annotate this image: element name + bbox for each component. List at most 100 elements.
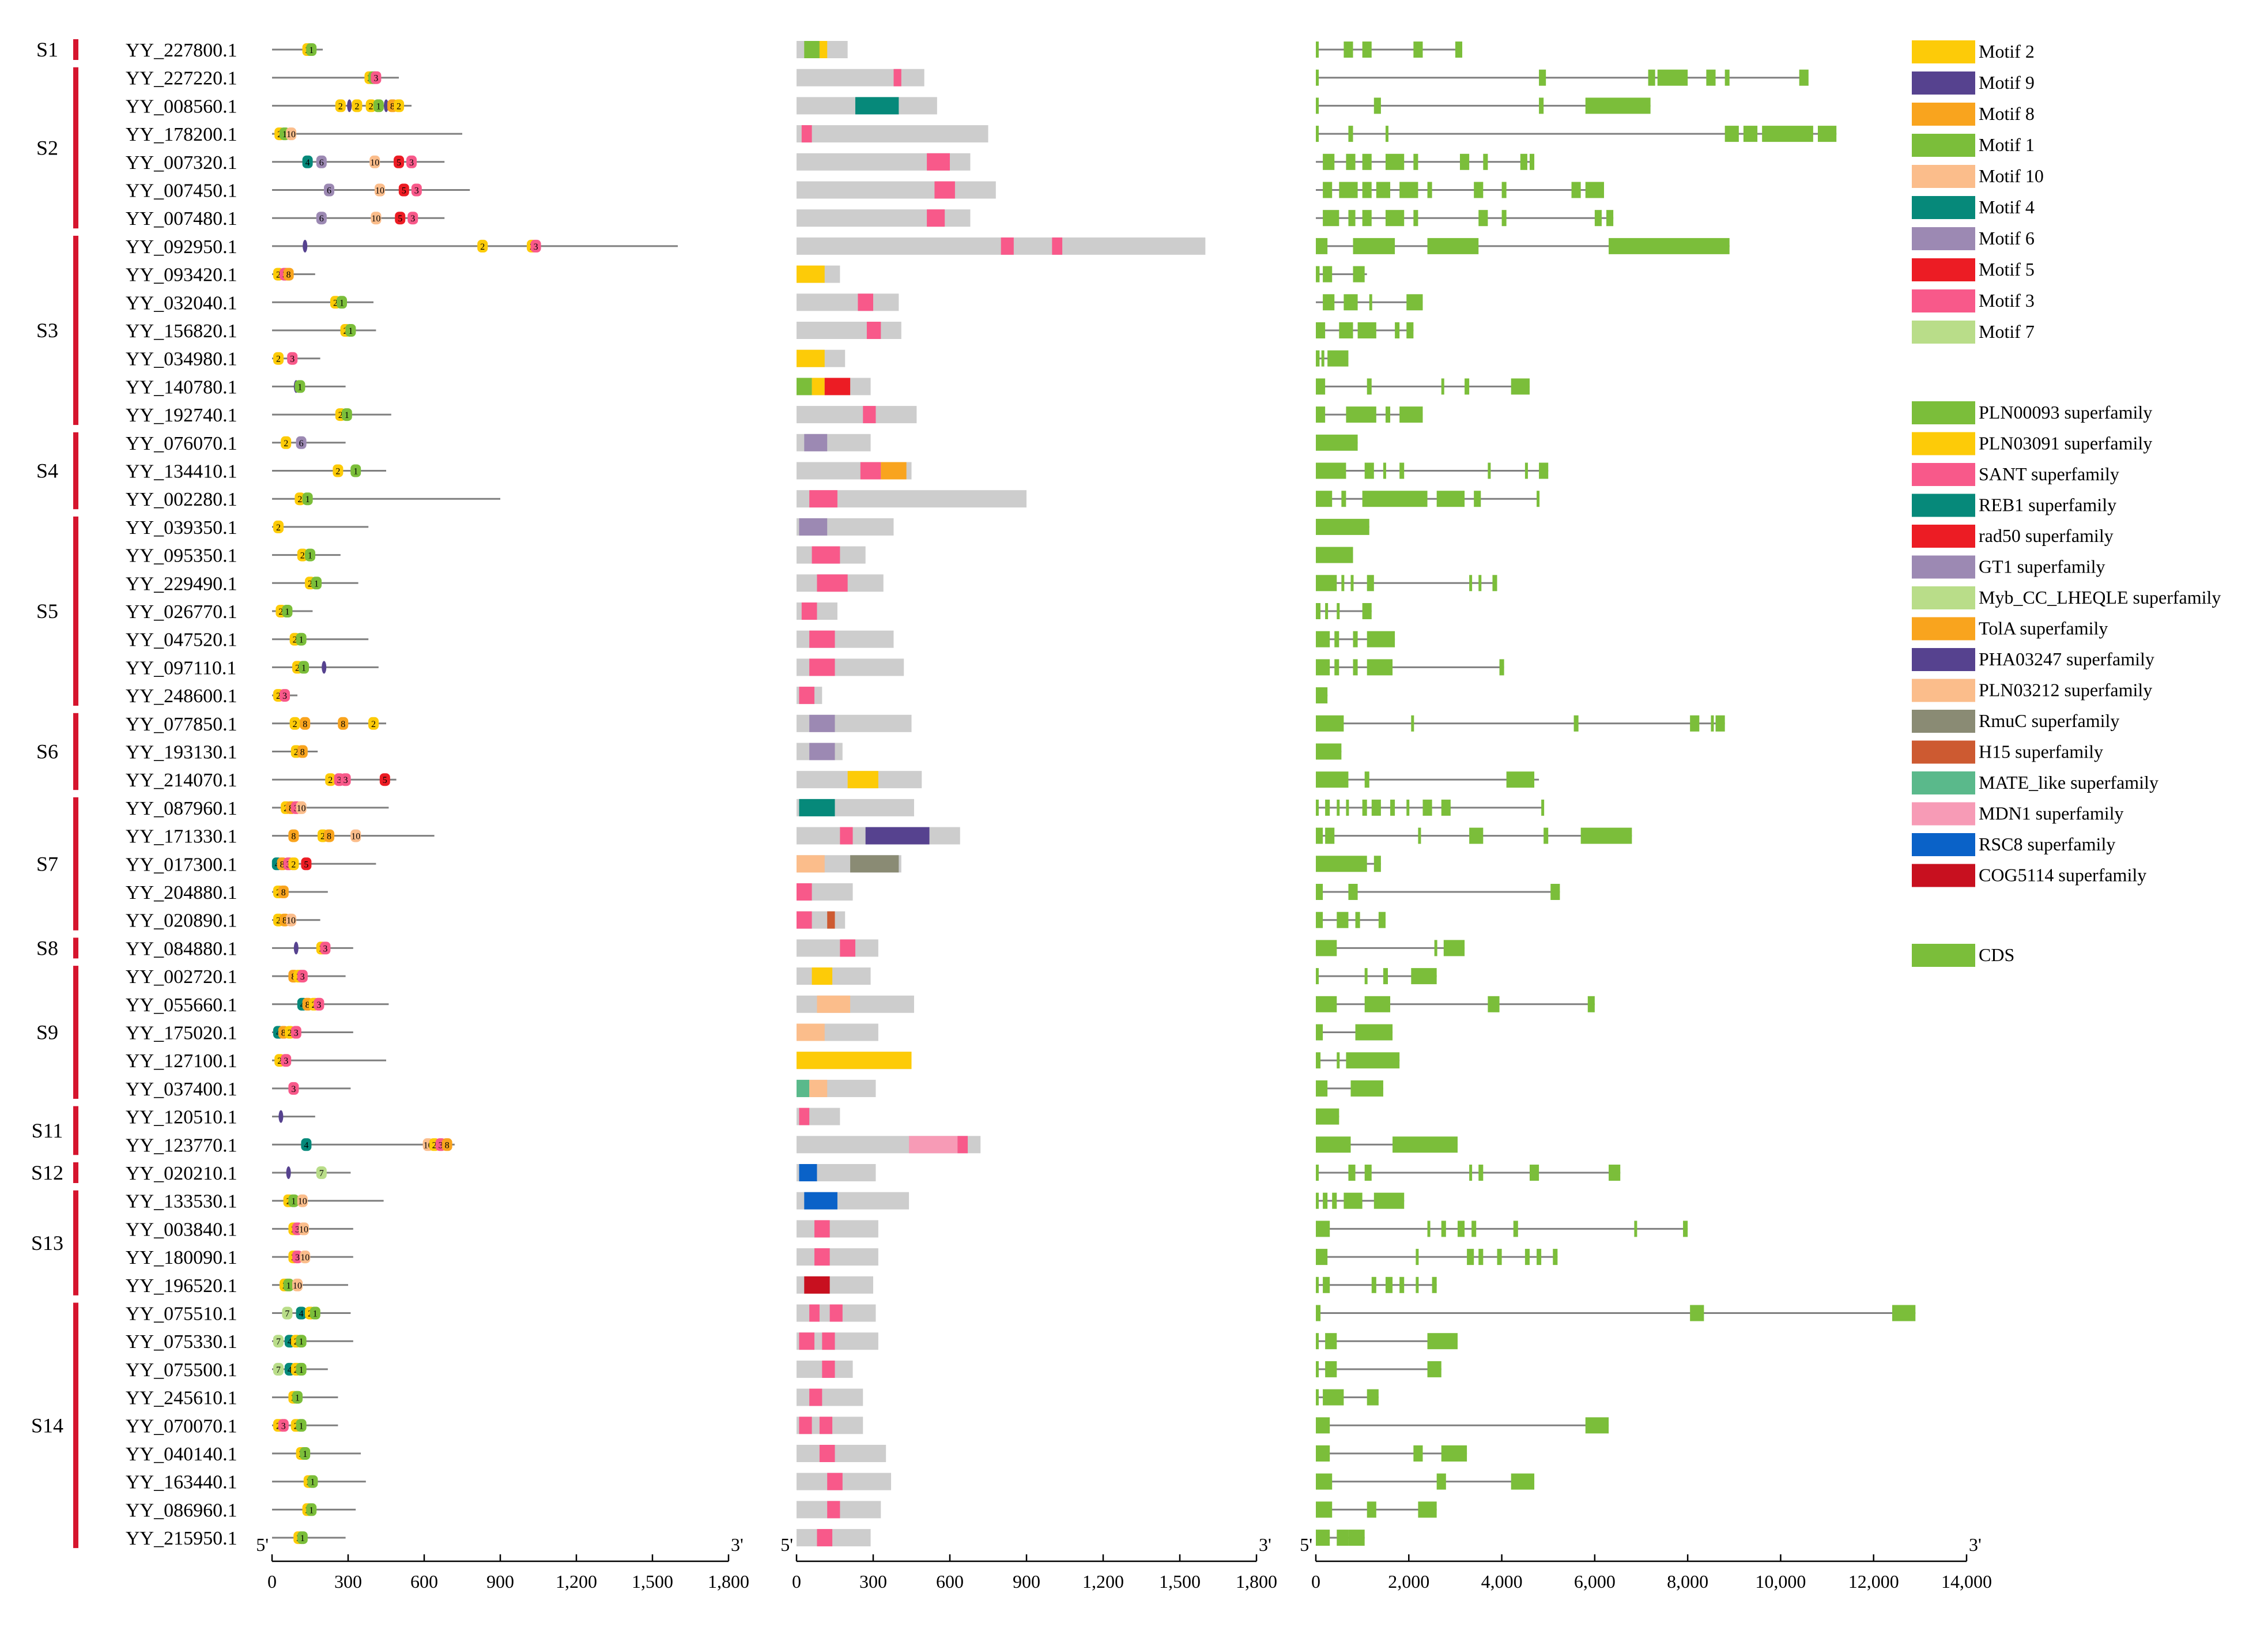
legend-swatch: [1912, 617, 1975, 641]
cds-block: [1316, 856, 1367, 872]
gene-structure-row-yy-134410-1: [1316, 462, 1549, 479]
cds-block: [1355, 912, 1360, 928]
legend-item-motif-10: Motif 10: [1912, 165, 2044, 188]
motif-2-number: 2: [284, 439, 288, 449]
motif-4-mark: [302, 155, 313, 168]
cds-block: [1325, 827, 1335, 844]
motif-2-mark: [281, 436, 292, 449]
motif-row-yy-040140-1: 21: [272, 1447, 361, 1460]
gene-structure-panel: [1316, 42, 1916, 1546]
legend-label: Myb_CC_LHEQLE superfamily: [1979, 587, 2221, 608]
motif-8-number: 8: [282, 916, 287, 926]
cds-block: [1465, 378, 1470, 395]
legend-label: COG5114 superfamily: [1979, 865, 2146, 886]
gene-structure-row-yy-127100-1: [1316, 1052, 1400, 1069]
gene-id-yy-134410-1: YY_134410.1: [126, 461, 237, 483]
motif-8-mark: [278, 886, 289, 898]
motif-1-number: 1: [295, 1394, 300, 1403]
gene-id-yy-032040-1: YY_032040.1: [126, 292, 237, 314]
motif-9-mark: [347, 99, 352, 112]
legend-item-mdn1: MDN1 superfamily: [1912, 802, 2124, 826]
protein-bar: [797, 1248, 878, 1266]
domain-row-yy-180090-1: [797, 1248, 878, 1266]
motif-8-mark: [300, 717, 311, 730]
legend-swatch: [1912, 165, 1975, 188]
cds-block: [1362, 799, 1367, 816]
motif-1-number: 1: [308, 551, 312, 561]
cds-block: [1321, 350, 1324, 367]
gene-id-yy-020890-1: YY_020890.1: [126, 910, 237, 932]
five-prime-label: 5': [780, 1534, 793, 1555]
cds-block: [1441, 378, 1444, 395]
motif-3-number: 3: [290, 355, 295, 364]
group-label-s13: S13: [31, 1231, 63, 1255]
gene-structure-row-yy-163440-1: [1316, 1473, 1535, 1490]
domain-gt1: [809, 714, 835, 732]
motif-2-mark: [394, 99, 404, 112]
gene-id-yy-077850-1: YY_077850.1: [126, 714, 237, 735]
cds-block: [1459, 153, 1470, 170]
legend-label: PHA03247 superfamily: [1979, 649, 2154, 669]
motif-row-yy-215950-1: 21: [272, 1531, 346, 1545]
domain-row-yy-196520-1: [797, 1276, 873, 1294]
tick-label: 600: [936, 1571, 964, 1592]
cds-block: [1501, 210, 1507, 227]
motif-2-number: 2: [369, 101, 373, 111]
motif-3-number: 3: [291, 1084, 296, 1094]
motif-8-number: 8: [390, 101, 395, 111]
protein-bar: [797, 1529, 871, 1547]
cds-block: [1364, 968, 1368, 985]
cds-block: [1573, 715, 1579, 732]
tick-label: 1,500: [632, 1571, 673, 1592]
domain-row-yy-076070-1: [797, 434, 871, 451]
gene-id-yy-180090-1: YY_180090.1: [126, 1247, 237, 1268]
domain-sant: [827, 1501, 840, 1519]
motif-5-number: 5: [383, 775, 387, 785]
domain-row-yy-007450-1: [797, 181, 996, 199]
gene-id-yy-192740-1: YY_192740.1: [126, 405, 237, 426]
legend-label: Motif 4: [1979, 197, 2035, 217]
legend-swatch: [1912, 71, 1975, 95]
cds-block: [1441, 1221, 1446, 1237]
domain-sant: [934, 181, 955, 199]
cds-block: [1524, 1249, 1530, 1266]
domain-row-yy-120510-1: [797, 1108, 840, 1125]
domain-pln03091: [812, 967, 833, 985]
legend-label: Motif 3: [1979, 290, 2035, 311]
cds-block: [1337, 1530, 1349, 1546]
motif-2-number: 2: [288, 1029, 292, 1038]
cds-block: [1609, 1165, 1621, 1181]
cds-block: [1337, 799, 1340, 816]
gene-structure-row-yy-086960-1: [1316, 1501, 1437, 1518]
motif-2-mark: [477, 239, 488, 253]
legend-swatch: [1912, 494, 1975, 517]
cds-block: [1537, 491, 1540, 507]
cds-block: [1362, 42, 1372, 58]
motif-10-mark: [350, 829, 361, 842]
cds-block: [1316, 42, 1319, 58]
motif-6-number: 6: [299, 439, 304, 449]
motif-row-yy-084880-1: 23: [272, 941, 353, 955]
cds-block: [1483, 153, 1488, 170]
domain-pln03091: [797, 265, 825, 283]
domain-sant: [812, 546, 840, 564]
cds-block: [1715, 715, 1725, 732]
cds-block: [1399, 462, 1405, 479]
motif-1-number: 1: [299, 1337, 304, 1347]
motif-8-number: 8: [305, 1000, 310, 1010]
cds-block: [1488, 996, 1500, 1012]
cds-block: [1362, 603, 1372, 619]
group-label-s6: S6: [36, 740, 58, 763]
tick-label: 10,000: [1755, 1571, 1806, 1592]
tick-label: 4,000: [1481, 1571, 1523, 1592]
domain-sant: [827, 1472, 843, 1490]
cds-block: [1383, 968, 1388, 985]
gene-id-yy-007450-1: YY_007450.1: [126, 180, 237, 202]
motif-10-mark: [297, 1194, 308, 1207]
motif-7-number: 7: [285, 1309, 289, 1319]
group-bar-s14: [73, 1302, 78, 1549]
cds-block: [1316, 491, 1333, 507]
domain-row-yy-214070-1: [797, 771, 922, 789]
group-bar-s2: [73, 67, 78, 229]
domain-row-yy-192740-1: [797, 406, 917, 424]
